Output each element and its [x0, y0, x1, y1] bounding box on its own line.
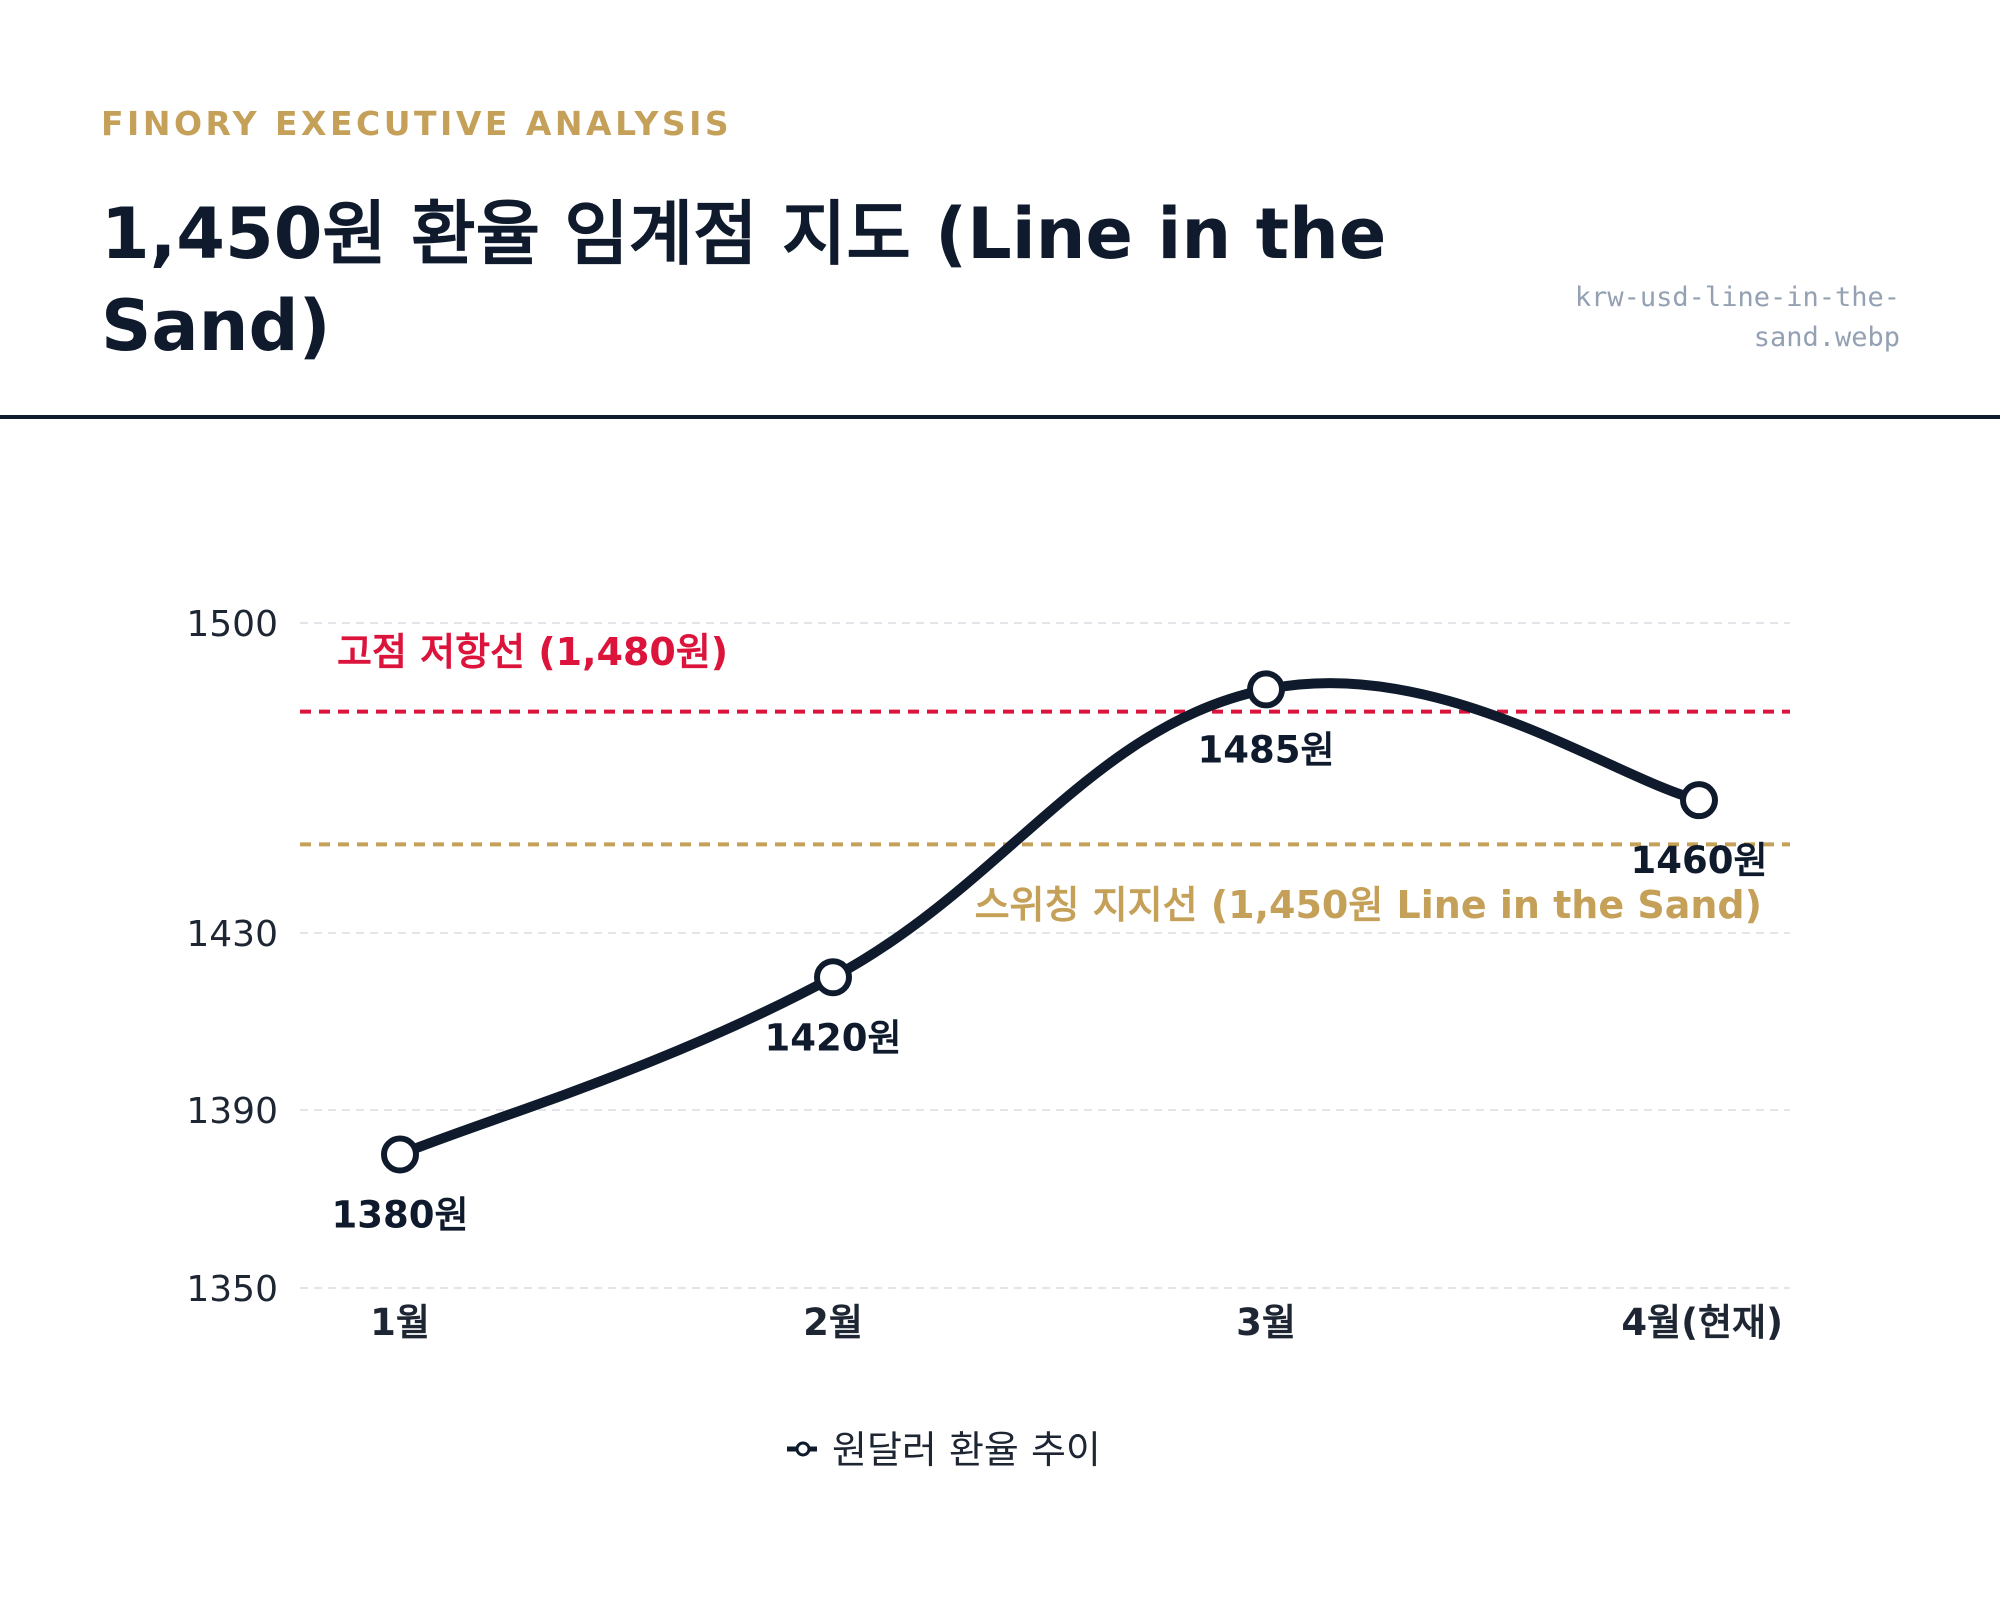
- data-point: [381, 1135, 419, 1174]
- y-tick-label: 1390: [186, 1091, 278, 1132]
- image-filename: krw-usd-line-in-the-sand.webp: [1574, 282, 1900, 353]
- data-label: 1485원: [1197, 728, 1334, 771]
- reference-lines: 고점 저항선 (1,480원) 스위칭 지지선 (1,450원 Line in t…: [300, 630, 1790, 927]
- series-layer: [381, 670, 1718, 1174]
- x-tick-label: 2월: [803, 1301, 863, 1344]
- grid-lines: [300, 622, 1790, 1289]
- legend-label: 원달러 환율 추이: [832, 1428, 1101, 1472]
- data-point: [1247, 670, 1285, 709]
- y-axis: 1350 1390 1430 1500: [186, 604, 278, 1310]
- legend-marker-icon: [795, 1441, 811, 1457]
- y-tick-label: 1430: [186, 914, 278, 955]
- data-point: [1680, 781, 1718, 820]
- y-tick-label: 1500: [186, 604, 278, 645]
- legend: 원달러 환율 추이: [787, 1428, 1101, 1472]
- page-title: 1,450원 환율 임계점 지도 (Line in the Sand): [101, 193, 1387, 367]
- x-axis: 1월 2월 3월 4월(현재): [370, 1301, 1783, 1344]
- x-tick-label: 3월: [1236, 1301, 1296, 1344]
- data-label: 1380원: [331, 1194, 468, 1237]
- header-divider: [0, 415, 2000, 419]
- data-label: 1460원: [1630, 839, 1767, 882]
- data-labels: 1380원 1420원 1485원 1460원: [331, 728, 1767, 1236]
- report-kicker: FINORY EXECUTIVE ANALYSIS: [101, 104, 733, 143]
- y-tick-label: 1350: [186, 1269, 278, 1310]
- x-tick-label: 4월(현재): [1621, 1301, 1783, 1344]
- support-label: 스위칭 지지선 (1,450원 Line in the Sand): [975, 883, 1762, 927]
- data-label: 1420원: [764, 1016, 901, 1059]
- resistance-label: 고점 저항선 (1,480원): [337, 630, 728, 674]
- x-tick-label: 1월: [370, 1301, 430, 1344]
- series-line: [395, 678, 1704, 1160]
- data-point: [814, 958, 852, 997]
